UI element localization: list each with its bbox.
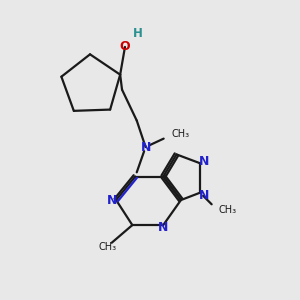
- Text: CH₃: CH₃: [98, 242, 116, 252]
- Text: CH₃: CH₃: [218, 205, 236, 215]
- Text: O: O: [120, 40, 130, 53]
- Text: H: H: [133, 27, 143, 40]
- Text: CH₃: CH₃: [171, 129, 189, 140]
- Text: N: N: [140, 141, 151, 154]
- Text: N: N: [107, 194, 118, 207]
- Text: N: N: [158, 221, 168, 234]
- Text: N: N: [199, 188, 209, 202]
- Text: N: N: [199, 155, 210, 168]
